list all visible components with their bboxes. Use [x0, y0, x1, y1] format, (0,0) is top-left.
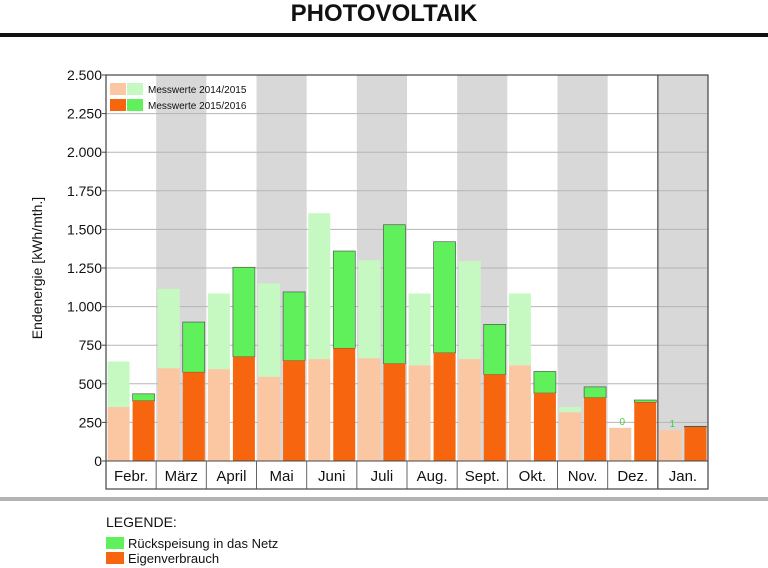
- x-tick-label: Febr.: [114, 468, 148, 485]
- x-tick-label: Okt.: [519, 468, 547, 485]
- legend-feed-label: Rückspeisung in das Netz: [128, 535, 279, 551]
- legend-series-label: Messwerte 2014/2015: [148, 85, 247, 96]
- bar-annotation: 0: [619, 417, 625, 428]
- bar-own-2015-2016: [483, 374, 506, 461]
- photovoltaik-chart: 0 1 Febr. März April Mai Juni Juli Aug. Sept. Okt.…: [29, 67, 709, 490]
- bar-feed-2015-2016: [332, 250, 356, 349]
- legend-series-label: Messwerte 2015/2016: [148, 101, 247, 112]
- footer-rule: [0, 497, 768, 501]
- bar-feed-2014-2015: [559, 406, 582, 413]
- bar-feed-2015-2016: [483, 324, 507, 375]
- legend-swatch-feed: [127, 99, 143, 111]
- bar-feed-2015-2016: [684, 425, 707, 428]
- x-tick-label: Dez.: [617, 468, 648, 485]
- bar-feed-2015-2016: [232, 266, 256, 358]
- y-tick-label: 0: [94, 453, 102, 469]
- bar-feed-2014-2015: [207, 293, 230, 370]
- x-tick-label: Jan.: [669, 468, 697, 485]
- bar-feed-2015-2016: [182, 321, 206, 373]
- bar-own-2015-2016: [232, 356, 255, 461]
- y-tick-label: 2.250: [67, 106, 102, 122]
- bar-feed-2015-2016: [633, 399, 657, 403]
- bar-own-2015-2016: [182, 372, 205, 461]
- bar-own-2014-2015: [508, 365, 531, 461]
- y-tick-label: 1.500: [67, 221, 102, 237]
- legend-swatch-feed: [127, 83, 143, 95]
- x-tick-label: Juni: [318, 468, 346, 485]
- y-tick-label: 250: [79, 414, 103, 430]
- bar-feed-2015-2016: [533, 371, 557, 394]
- bar-own-2014-2015: [107, 406, 130, 461]
- x-tick-label: Mai: [269, 468, 293, 485]
- bar-own-2014-2015: [559, 412, 582, 461]
- legend-feed-swatch: [106, 537, 124, 549]
- bar-own-2015-2016: [584, 397, 607, 461]
- y-tick-label: 1.000: [67, 299, 102, 315]
- y-tick-label: 2.000: [67, 144, 102, 160]
- legend-feed: Rückspeisung in das Netz: [106, 535, 279, 551]
- x-tick-label: Juli: [371, 468, 394, 485]
- page-title: PHOTOVOLTAIK: [290, 0, 478, 27]
- y-tick-label: 1.250: [67, 260, 102, 276]
- bar-feed-2014-2015: [408, 293, 431, 366]
- bar-own-2014-2015: [308, 359, 331, 461]
- bar-feed-2014-2015: [157, 288, 180, 369]
- bar-own-2015-2016: [533, 393, 556, 461]
- bar-own-2014-2015: [207, 369, 230, 461]
- x-tick-label: Nov.: [568, 468, 598, 485]
- x-tick-label: Sept.: [465, 468, 500, 485]
- legend-swatch-own: [110, 83, 126, 95]
- legend-own-label: Eigenverbrauch: [128, 550, 220, 566]
- bar-annotation: 1: [670, 419, 676, 430]
- legend-title: LEGENDE:: [106, 514, 177, 530]
- bar-feed-2014-2015: [308, 213, 331, 360]
- bar-own-2014-2015: [408, 365, 431, 461]
- y-tick-label: 500: [79, 376, 103, 392]
- x-tick-label: Aug.: [417, 468, 448, 485]
- bar-own-2014-2015: [358, 358, 381, 461]
- bar-feed-2015-2016: [383, 224, 406, 365]
- bar-own-2015-2016: [634, 402, 657, 461]
- x-tick-label: April: [216, 468, 246, 485]
- legend-own-swatch: [106, 552, 124, 564]
- y-tick-label: 1.750: [67, 183, 102, 199]
- bar-feed-2015-2016: [282, 291, 306, 361]
- bar-own-2014-2015: [458, 359, 481, 461]
- title-rule: [0, 33, 768, 37]
- bar-feed-2014-2015: [358, 260, 381, 359]
- legend-own: Eigenverbrauch: [106, 550, 220, 566]
- y-tick-label: 2.500: [67, 67, 102, 83]
- bar-feed-2014-2015: [107, 361, 130, 407]
- x-tick-label: März: [165, 468, 198, 485]
- bar-own-2014-2015: [609, 427, 632, 461]
- y-tick-label: 750: [79, 337, 103, 353]
- bar-own-2015-2016: [433, 352, 456, 461]
- y-axis-label: Endenergie [kWh/mth.]: [29, 197, 45, 339]
- bar-feed-2015-2016: [583, 386, 607, 398]
- bar-feed-2015-2016: [132, 393, 155, 402]
- bar-own-2014-2015: [659, 430, 682, 461]
- bar-own-2015-2016: [383, 363, 406, 461]
- bar-feed-2014-2015: [458, 261, 481, 360]
- bar-own-2015-2016: [283, 360, 306, 461]
- bar-own-2014-2015: [157, 368, 180, 461]
- bar-feed-2014-2015: [258, 283, 281, 377]
- bar-own-2015-2016: [132, 400, 155, 461]
- plot-frame: [105, 74, 709, 490]
- bar-own-2015-2016: [333, 348, 356, 461]
- bar-feed-2014-2015: [508, 293, 531, 366]
- bar-own-2015-2016: [684, 427, 707, 461]
- legend-swatch-own: [110, 99, 126, 111]
- bar-own-2014-2015: [258, 376, 281, 461]
- bar-feed-2015-2016: [433, 241, 456, 354]
